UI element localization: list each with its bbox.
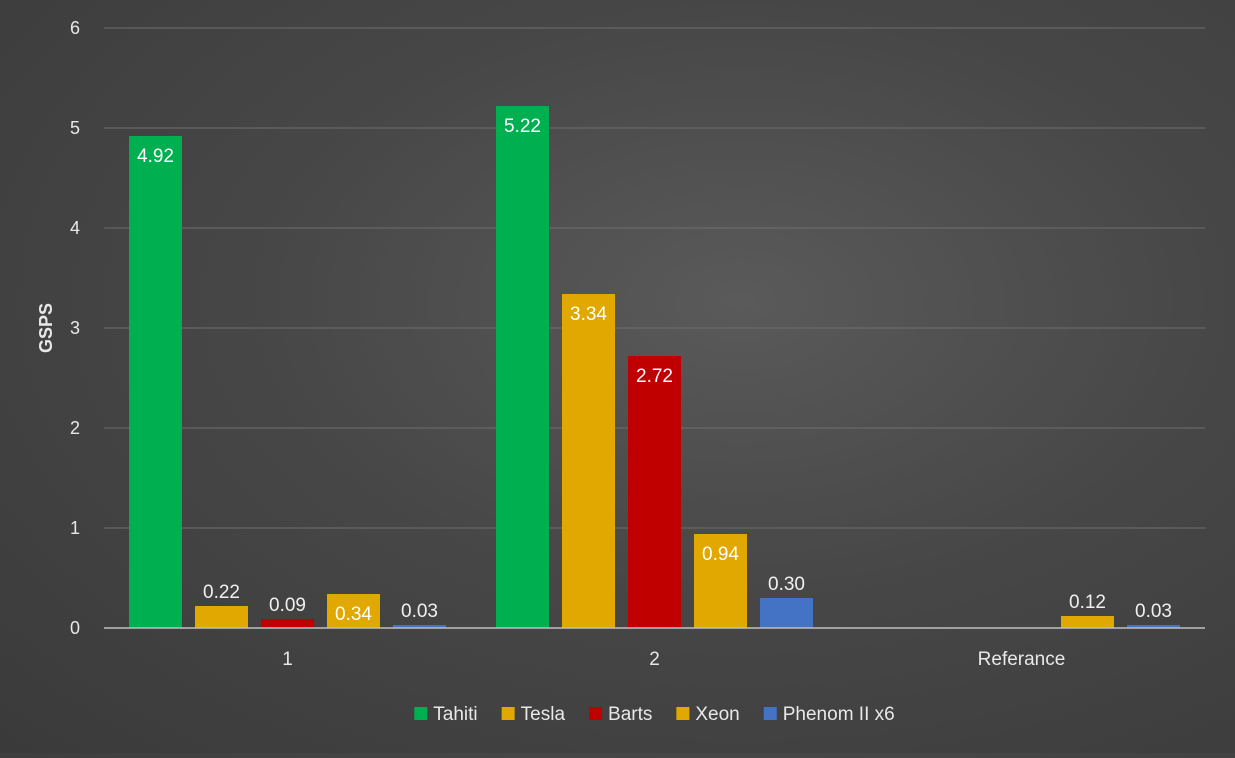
legend-swatch-xeon [676, 707, 690, 720]
data-label: 0.30 [768, 574, 805, 595]
x-tick-label: 2 [649, 649, 660, 670]
data-label: 3.34 [570, 304, 607, 325]
x-axis-ticks: 1 2 Referance [282, 649, 1065, 670]
bar-phenom-ii-x6 [1127, 625, 1180, 628]
data-label: 0.03 [1135, 601, 1172, 622]
bar-xeon [327, 594, 380, 628]
data-label: 2.72 [636, 366, 673, 387]
data-label: 0.09 [269, 595, 306, 616]
legend-label: Phenom II x6 [783, 704, 895, 725]
y-tick-label: 4 [70, 218, 80, 238]
legend-label: Tesla [521, 704, 566, 725]
y-axis-label: GSPS [36, 303, 56, 353]
bar-tesla [562, 294, 615, 628]
bar-tesla [195, 606, 248, 628]
y-tick-label: 3 [70, 318, 80, 338]
y-tick-label: 0 [70, 618, 80, 638]
gridlines [104, 27, 1205, 529]
data-label: 5.22 [504, 116, 541, 137]
legend-swatch-phenom-ii-x6 [763, 707, 777, 720]
bars: 4.92 0.22 0.09 0.34 0.03 5.22 3.34 2.72 0.94 0.30… [129, 106, 1180, 628]
legend-swatch-tahiti [414, 707, 428, 720]
legend-swatch-tesla [501, 707, 515, 720]
bar-barts [628, 356, 681, 628]
bar-xeon [1061, 616, 1114, 628]
bar-tahiti [129, 136, 182, 628]
bar-xeon [694, 534, 747, 628]
data-label: 0.12 [1069, 592, 1106, 613]
y-tick-label: 1 [70, 518, 80, 538]
bar-phenom-ii-x6 [393, 625, 446, 628]
legend-label: Tahiti [433, 704, 477, 725]
data-label: 0.03 [401, 601, 438, 622]
y-axis-ticks: 0 1 2 3 4 5 6 [70, 18, 80, 638]
data-label: 0.34 [335, 604, 372, 625]
data-label: 4.92 [137, 146, 174, 167]
bar-tahiti [496, 106, 549, 628]
data-label: 0.94 [702, 544, 739, 565]
bar-barts [261, 619, 314, 628]
y-tick-label: 2 [70, 418, 80, 438]
x-tick-label: Referance [978, 649, 1066, 670]
legend: Tahiti Tesla Barts Xeon Phenom II x6 [414, 704, 895, 725]
legend-label: Xeon [695, 704, 739, 725]
bar-phenom-ii-x6 [760, 598, 813, 628]
legend-swatch-barts [589, 707, 603, 720]
data-label: 0.22 [203, 582, 240, 603]
legend-label: Barts [608, 704, 652, 725]
y-tick-label: 6 [70, 18, 80, 38]
x-tick-label: 1 [282, 649, 293, 670]
y-tick-label: 5 [70, 118, 80, 138]
